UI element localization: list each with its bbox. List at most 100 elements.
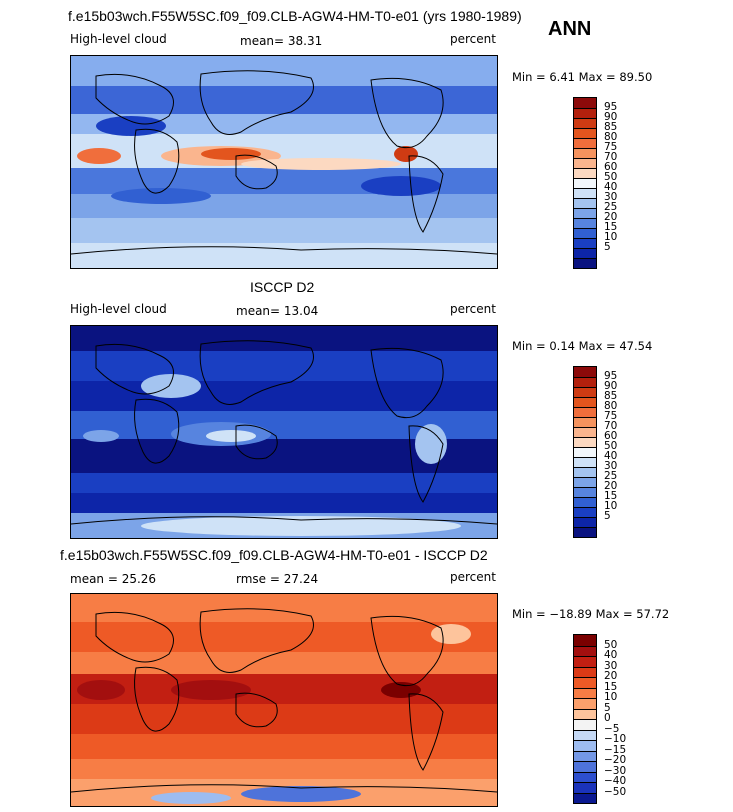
colorbar-label: 85 [604, 121, 618, 133]
panel3-min-max: Min = −18.89 Max = 57.72 [512, 607, 670, 621]
colorbar-swatch [574, 188, 596, 198]
colorbar-label: 40 [604, 450, 618, 462]
colorbar-label: 70 [604, 151, 618, 163]
colorbar-label: −20 [604, 754, 627, 766]
panel3-units-label: percent [450, 570, 496, 584]
panel1-title: f.e15b03wch.F55W5SC.f09_f09.CLB-AGW4-HM-… [68, 8, 522, 24]
colorbar-swatch [574, 740, 596, 751]
colorbar-swatch [574, 417, 596, 427]
panel2-mean-label: mean= 13.04 [236, 304, 319, 318]
colorbar-swatch [574, 158, 596, 168]
colorbar-label: 25 [604, 470, 618, 482]
colorbar-swatch [574, 698, 596, 709]
colorbar-label: 90 [604, 111, 618, 123]
colorbar-swatch [574, 687, 596, 698]
panel1-units-label: percent [450, 32, 496, 46]
colorbar-swatch [574, 238, 596, 248]
colorbar-label: 25 [604, 201, 618, 213]
colorbar-swatch [574, 258, 596, 268]
colorbar-label: 80 [604, 131, 618, 143]
colorbar-label: 30 [604, 659, 618, 672]
panel1-colorbar [573, 97, 597, 269]
colorbar-label: 95 [604, 370, 618, 382]
colorbar-swatch [574, 517, 596, 527]
colorbar-label: 20 [604, 480, 618, 492]
colorbar-label: 30 [604, 191, 618, 203]
colorbar-label: −15 [604, 743, 627, 756]
colorbar-label: 50 [604, 440, 618, 452]
colorbar-swatch [574, 729, 596, 740]
colorbar-swatch [574, 367, 596, 377]
colorbar-label: 75 [604, 141, 618, 153]
panel3-map [70, 593, 498, 807]
colorbar-swatch [574, 507, 596, 517]
panel3-colorbar [573, 634, 597, 804]
panel1-map [70, 55, 498, 269]
colorbar-swatch [574, 168, 596, 178]
panel3-title: f.e15b03wch.F55W5SC.f09_f09.CLB-AGW4-HM-… [60, 547, 488, 563]
colorbar-swatch [574, 635, 596, 646]
panel2-colorbar [573, 366, 597, 538]
colorbar-swatch [574, 148, 596, 158]
colorbar-swatch [574, 178, 596, 188]
colorbar-swatch [574, 761, 596, 772]
colorbar-swatch [574, 677, 596, 688]
colorbar-swatch [574, 108, 596, 118]
colorbar-swatch [574, 719, 596, 730]
colorbar-label: 20 [604, 211, 618, 223]
colorbar-label: −40 [604, 775, 627, 787]
colorbar-label: 5 [604, 241, 611, 253]
colorbar-swatch [574, 656, 596, 667]
colorbar-label: 85 [604, 390, 618, 402]
colorbar-swatch [574, 377, 596, 387]
colorbar-swatch [574, 138, 596, 148]
colorbar-label: 5 [604, 701, 611, 714]
colorbar-label: 20 [604, 670, 618, 682]
panel1-min-max: Min = 6.41 Max = 89.50 [512, 70, 653, 84]
colorbar-swatch [574, 198, 596, 208]
colorbar-label: 90 [604, 380, 618, 392]
colorbar-label: 15 [604, 680, 618, 693]
colorbar-label: 30 [604, 460, 618, 472]
colorbar-label: −50 [604, 785, 627, 798]
colorbar-label: 10 [604, 500, 618, 512]
colorbar-swatch [574, 708, 596, 719]
colorbar-swatch [574, 447, 596, 457]
panel2-left-label: High-level cloud [70, 302, 167, 316]
colorbar-label: 50 [604, 638, 618, 651]
colorbar-swatch [574, 427, 596, 437]
colorbar-label: 5 [604, 510, 611, 522]
panel3-rmse-label: rmse = 27.24 [236, 572, 319, 586]
colorbar-swatch [574, 397, 596, 407]
panel3-mean-label: mean = 25.26 [70, 572, 157, 586]
colorbar-label: 15 [604, 490, 618, 502]
colorbar-swatch [574, 218, 596, 228]
colorbar-swatch [574, 487, 596, 497]
panel2-units-label: percent [450, 302, 496, 316]
colorbar-swatch [574, 645, 596, 656]
colorbar-label: 40 [604, 181, 618, 193]
colorbar-label: 75 [604, 410, 618, 422]
colorbar-label: 95 [604, 101, 618, 113]
panel2-min-max: Min = 0.14 Max = 47.54 [512, 339, 653, 353]
colorbar-label: 10 [604, 231, 618, 243]
colorbar-swatch [574, 750, 596, 761]
colorbar-swatch [574, 98, 596, 108]
colorbar-label: 40 [604, 649, 618, 661]
colorbar-swatch [574, 467, 596, 477]
colorbar-swatch [574, 477, 596, 487]
colorbar-swatch [574, 128, 596, 138]
colorbar-label: 10 [604, 691, 618, 703]
colorbar-label: 70 [604, 420, 618, 432]
colorbar-swatch [574, 666, 596, 677]
colorbar-swatch [574, 771, 596, 782]
panel2-title: ISCCP D2 [250, 279, 315, 295]
colorbar-label: 15 [604, 221, 618, 233]
colorbar-label: 60 [604, 430, 618, 442]
colorbar-swatch [574, 118, 596, 128]
colorbar-label: −10 [604, 733, 627, 745]
colorbar-label: −5 [604, 722, 620, 735]
colorbar-swatch [574, 387, 596, 397]
colorbar-label: 60 [604, 161, 618, 173]
colorbar-swatch [574, 248, 596, 258]
